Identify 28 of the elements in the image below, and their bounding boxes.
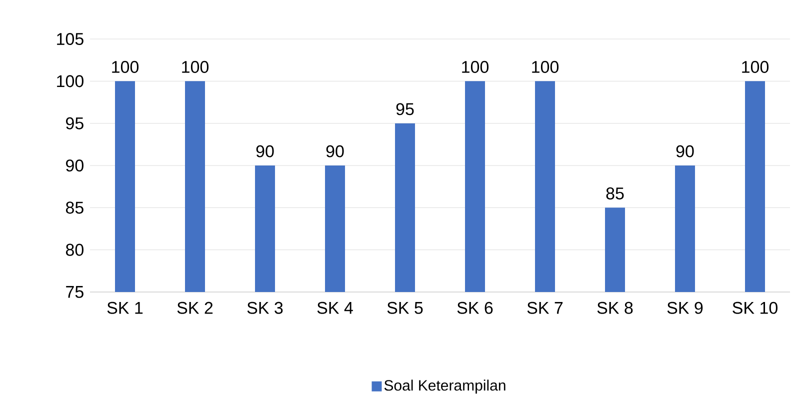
y-tick-label: 80 (66, 244, 84, 256)
data-label: 100 (112, 60, 139, 73)
y-tick-label: 75 (66, 286, 84, 298)
data-label: 100 (532, 60, 559, 73)
x-tick-label: SK 9 (667, 302, 703, 314)
x-tick-label: SK 10 (732, 302, 778, 314)
y-tick-label: 95 (66, 117, 84, 130)
x-tick-label: SK 8 (597, 302, 633, 314)
x-tick-label: SK 7 (527, 302, 563, 314)
data-label: 90 (676, 145, 694, 158)
x-tick-label: SK 5 (387, 302, 423, 314)
data-label: 90 (326, 145, 344, 158)
data-label: 95 (396, 103, 414, 116)
data-label: 90 (256, 145, 274, 158)
x-tick-label: SK 6 (457, 302, 493, 314)
data-label: 100 (742, 60, 769, 73)
x-tick-label: SK 4 (317, 302, 353, 314)
y-tick-label: 85 (66, 202, 84, 214)
x-tick-label: SK 1 (107, 302, 143, 314)
legend-label: Soal Keterampilan (384, 380, 506, 394)
y-tick-label: 105 (57, 32, 84, 46)
y-tick-label: 100 (57, 75, 84, 88)
data-label: 85 (606, 187, 624, 200)
data-label: 100 (462, 60, 489, 73)
y-tick-label: 90 (66, 159, 84, 172)
x-tick-label: SK 2 (177, 302, 213, 314)
data-label: 100 (182, 60, 209, 73)
x-tick-label: SK 3 (247, 302, 283, 314)
